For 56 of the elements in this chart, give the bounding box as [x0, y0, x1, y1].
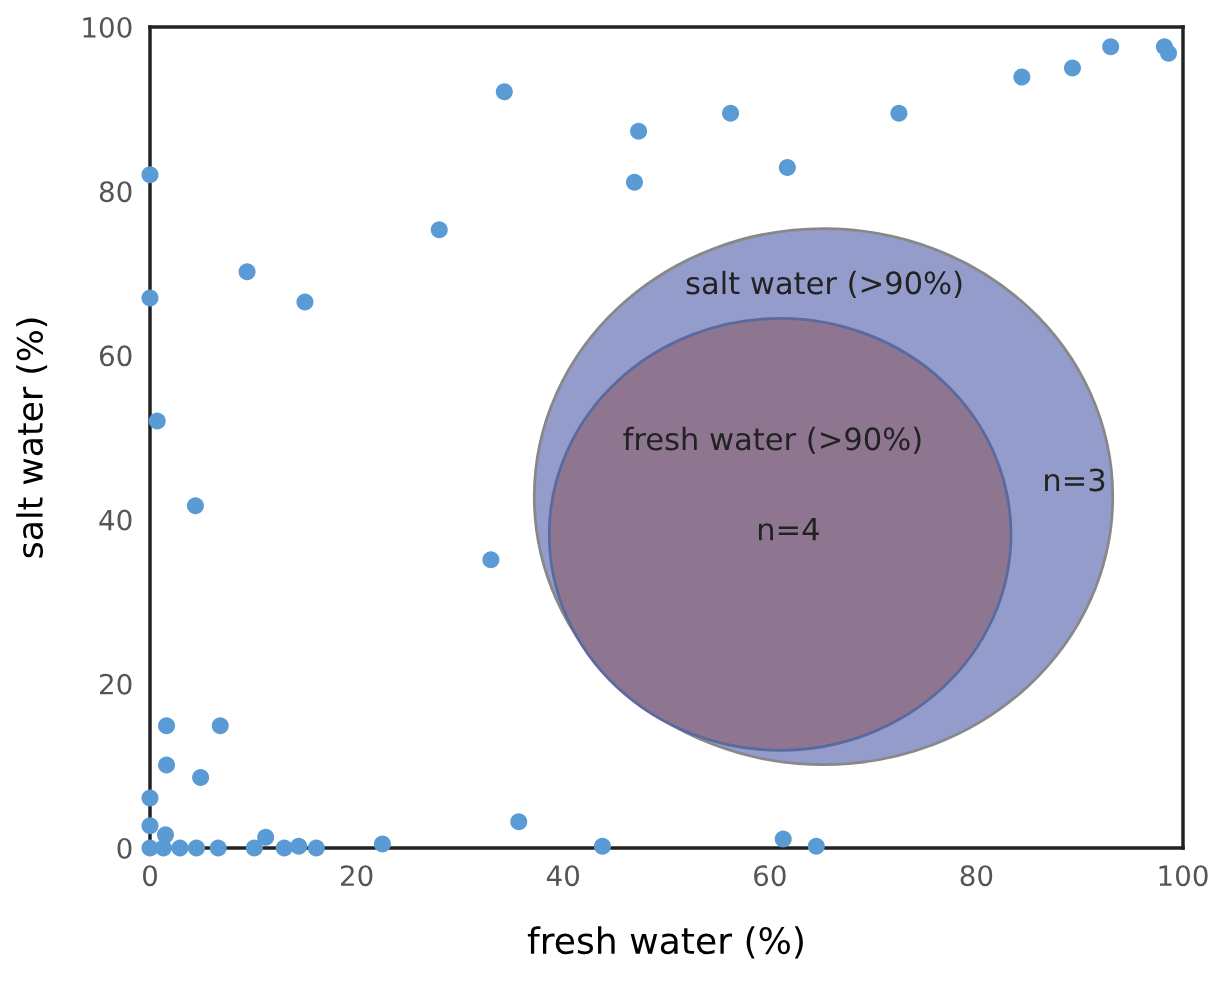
point	[211, 717, 229, 735]
y-tick-label: 0	[117, 837, 132, 859]
annotation: fresh water (>90%)	[623, 426, 921, 455]
y-tick-label: 40	[99, 509, 132, 531]
point	[630, 122, 648, 140]
point	[238, 263, 256, 281]
x-tick-label: 80	[960, 865, 993, 887]
point	[593, 837, 611, 855]
point	[186, 497, 204, 515]
point	[158, 717, 176, 735]
annotation: n=4	[758, 518, 819, 541]
point	[141, 166, 159, 184]
point	[158, 756, 176, 774]
x-tick-label: 40	[546, 865, 580, 887]
point	[296, 293, 314, 311]
annotation: salt water (>90%)	[686, 270, 962, 299]
point	[209, 839, 227, 857]
point	[187, 839, 205, 857]
point	[192, 768, 210, 786]
x-tick-label: 20	[340, 865, 373, 887]
point	[154, 839, 172, 857]
x-tick-label: 60	[754, 865, 786, 887]
annotation: n=3	[1045, 468, 1105, 492]
point	[257, 828, 275, 846]
point	[722, 104, 740, 122]
point	[1063, 59, 1081, 77]
point	[625, 173, 643, 191]
point	[774, 830, 792, 848]
point	[778, 158, 796, 176]
point	[148, 412, 166, 430]
point	[290, 837, 308, 855]
point	[482, 551, 500, 569]
point	[141, 289, 159, 307]
point	[510, 813, 528, 831]
point	[373, 835, 391, 853]
point	[171, 839, 189, 857]
point	[141, 817, 159, 835]
point	[807, 837, 825, 855]
point	[495, 83, 513, 101]
point	[245, 839, 263, 857]
y-tick-label: 60	[99, 345, 132, 367]
x-tick-label: 100	[1159, 865, 1208, 887]
point	[890, 104, 908, 122]
point	[275, 839, 293, 857]
point	[141, 789, 159, 807]
y-tick-label: 20	[100, 673, 132, 695]
x-tick-label: 0	[142, 865, 157, 887]
point	[1160, 44, 1178, 62]
y-axis-title: salt water (%)	[16, 318, 48, 558]
point	[1102, 38, 1120, 56]
point	[1013, 68, 1031, 86]
point	[307, 839, 325, 857]
y-tick-label: 80	[99, 181, 132, 203]
point	[430, 221, 448, 239]
x-axis-title: fresh water (%)	[527, 926, 803, 959]
y-tick-label: 100	[83, 16, 132, 38]
